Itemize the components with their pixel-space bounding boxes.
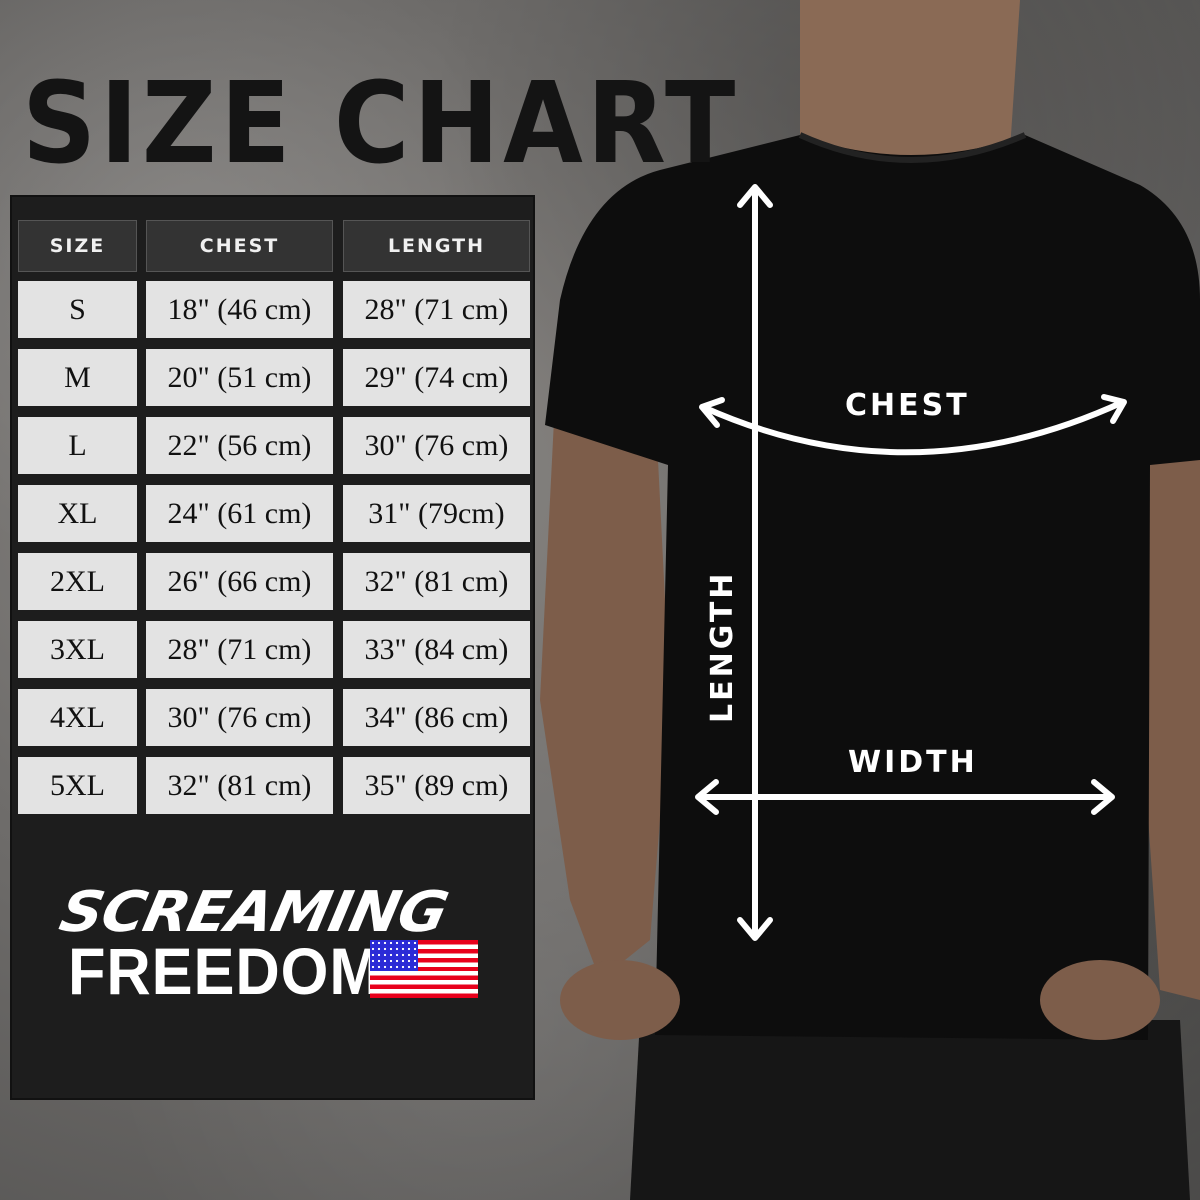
- brand-logo: SCREAMING FREEDOM: [54, 880, 488, 1010]
- table-cell-length: 33" (84 cm): [343, 621, 530, 678]
- table-cell-size: 2XL: [18, 553, 137, 610]
- model-left-arm: [540, 300, 670, 980]
- length-arrow: [737, 184, 773, 941]
- table-cell-chest: 20" (51 cm): [146, 349, 333, 406]
- table-cell-chest: 26" (66 cm): [146, 553, 333, 610]
- model-left-hand: [560, 960, 680, 1040]
- table-cell-length: 32" (81 cm): [343, 553, 530, 610]
- table-cell-length: 35" (89 cm): [343, 757, 530, 814]
- table-cell-size: XL: [18, 485, 137, 542]
- width-arrow: [695, 779, 1115, 815]
- width-label: WIDTH: [848, 745, 978, 780]
- model-right-hand: [1040, 960, 1160, 1040]
- header-chest: CHEST: [146, 220, 333, 272]
- table-cell-size: 5XL: [18, 757, 137, 814]
- table-cell-chest: 32" (81 cm): [146, 757, 333, 814]
- table-cell-chest: 24" (61 cm): [146, 485, 333, 542]
- table-cell-size: 3XL: [18, 621, 137, 678]
- table-cell-length: 29" (74 cm): [343, 349, 530, 406]
- model-jeans: [630, 1020, 1190, 1200]
- length-label: LENGTH: [705, 570, 740, 723]
- table-cell-chest: 22" (56 cm): [146, 417, 333, 474]
- table-cell-length: 30" (76 cm): [343, 417, 530, 474]
- table-cell-chest: 18" (46 cm): [146, 281, 333, 338]
- header-size: SIZE: [18, 220, 137, 272]
- table-cell-length: 28" (71 cm): [343, 281, 530, 338]
- table-cell-size: 4XL: [18, 689, 137, 746]
- model-neck: [800, 0, 1020, 175]
- tshirt: [545, 135, 1200, 1040]
- header-length: LENGTH: [343, 220, 530, 272]
- table-cell-size: L: [18, 417, 137, 474]
- us-flag-icon: [370, 940, 478, 998]
- tshirt-collar: [798, 132, 1027, 163]
- chest-label: CHEST: [845, 388, 970, 423]
- chest-arrow: [699, 394, 1127, 456]
- flag-canton: [370, 940, 418, 972]
- table-cell-length: 34" (86 cm): [343, 689, 530, 746]
- table-cell-length: 31" (79cm): [343, 485, 530, 542]
- table-cell-chest: 30" (76 cm): [146, 689, 333, 746]
- table-cell-size: M: [18, 349, 137, 406]
- logo-line2: FREEDOM: [68, 934, 382, 1008]
- table-cell-chest: 28" (71 cm): [146, 621, 333, 678]
- table-cell-size: S: [18, 281, 137, 338]
- page-title: SIZE CHART: [22, 59, 739, 189]
- size-table: SIZE CHEST LENGTH S 18" (46 cm) 28" (71 cm) M 2…: [10, 195, 535, 1100]
